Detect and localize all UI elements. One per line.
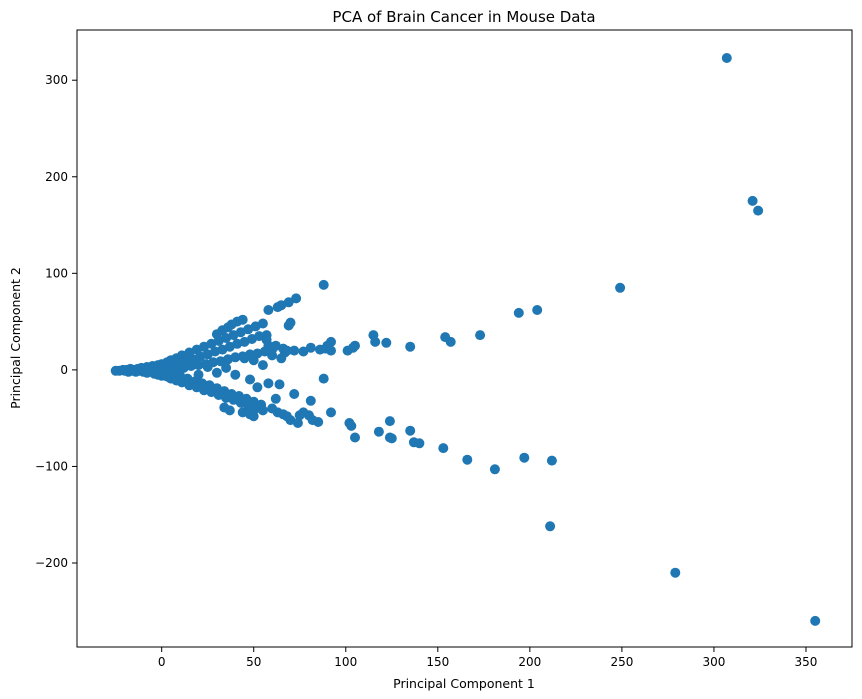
data-point bbox=[248, 355, 259, 366]
data-point bbox=[318, 279, 329, 290]
data-point bbox=[532, 305, 543, 315]
data-point bbox=[305, 395, 316, 406]
ticks-layer: 0 50 100 150 200 250 300 350 −200 −100 0 100 200 300 bbox=[35, 73, 817, 669]
data-point bbox=[175, 362, 186, 372]
y-tick-label: 200 bbox=[45, 170, 68, 184]
y-tick-label: 100 bbox=[45, 266, 68, 280]
data-point bbox=[270, 393, 281, 404]
points-layer bbox=[110, 53, 821, 626]
data-point bbox=[545, 521, 556, 532]
data-point bbox=[346, 420, 357, 431]
data-point bbox=[289, 389, 300, 399]
y-tick-label: −200 bbox=[35, 556, 68, 570]
data-point bbox=[438, 443, 449, 454]
data-point bbox=[254, 331, 265, 342]
data-point bbox=[384, 416, 395, 427]
data-point bbox=[272, 302, 283, 313]
x-tick-label: 100 bbox=[334, 655, 357, 669]
data-point bbox=[248, 411, 259, 422]
data-point bbox=[753, 205, 764, 216]
chart-title: PCA of Brain Cancer in Mouse Data bbox=[332, 8, 595, 26]
x-tick-label: 200 bbox=[518, 655, 541, 669]
data-point bbox=[292, 418, 303, 428]
data-point bbox=[462, 454, 473, 465]
x-axis-label: Principal Component 1 bbox=[393, 676, 535, 691]
data-point bbox=[263, 378, 274, 389]
data-point bbox=[414, 438, 425, 449]
data-point bbox=[281, 411, 292, 422]
data-point bbox=[368, 330, 379, 341]
y-axis-label: Principal Component 2 bbox=[8, 267, 23, 409]
data-point bbox=[342, 345, 353, 356]
y-tick-label: −100 bbox=[35, 459, 68, 473]
x-tick-label: 250 bbox=[610, 655, 633, 669]
data-point bbox=[193, 369, 204, 380]
data-point bbox=[283, 320, 294, 331]
data-point bbox=[230, 352, 241, 363]
data-point bbox=[298, 346, 309, 357]
data-point bbox=[546, 455, 557, 466]
data-point bbox=[475, 330, 486, 341]
data-point bbox=[298, 407, 309, 418]
data-point bbox=[670, 567, 681, 578]
x-tick-label: 0 bbox=[158, 655, 166, 669]
data-point bbox=[259, 346, 270, 357]
x-tick-label: 50 bbox=[246, 655, 261, 669]
data-point bbox=[440, 332, 451, 343]
data-point bbox=[373, 426, 384, 437]
data-point bbox=[291, 293, 302, 304]
data-point bbox=[381, 337, 392, 348]
x-tick-label: 150 bbox=[426, 655, 449, 669]
data-point bbox=[202, 362, 213, 372]
data-point bbox=[257, 318, 268, 329]
data-point bbox=[211, 367, 222, 378]
data-point bbox=[326, 345, 336, 356]
data-point bbox=[274, 379, 285, 390]
data-point bbox=[221, 362, 232, 373]
data-point bbox=[245, 374, 255, 385]
x-tick-label: 300 bbox=[702, 655, 725, 669]
data-point bbox=[519, 452, 530, 463]
data-point bbox=[230, 369, 241, 380]
data-point bbox=[615, 282, 626, 293]
data-point bbox=[350, 432, 360, 443]
data-point bbox=[513, 307, 524, 318]
data-point bbox=[263, 305, 274, 315]
data-point bbox=[276, 353, 287, 364]
data-point bbox=[307, 415, 318, 426]
x-tick-label: 350 bbox=[795, 655, 818, 669]
data-point bbox=[315, 344, 325, 355]
data-point bbox=[747, 195, 758, 206]
data-point bbox=[211, 329, 222, 340]
data-point bbox=[193, 360, 204, 371]
data-point bbox=[281, 345, 292, 356]
data-point bbox=[326, 407, 336, 418]
data-point bbox=[257, 405, 268, 416]
data-point bbox=[239, 353, 250, 364]
data-point bbox=[405, 341, 416, 352]
data-point bbox=[386, 433, 397, 444]
data-point bbox=[184, 358, 195, 369]
data-point bbox=[289, 345, 300, 356]
data-point bbox=[721, 53, 732, 63]
plot-frame bbox=[76, 29, 853, 648]
data-point bbox=[305, 342, 316, 353]
data-point bbox=[252, 382, 263, 393]
y-tick-label: 0 bbox=[60, 363, 68, 377]
data-point bbox=[219, 402, 230, 413]
data-point bbox=[257, 360, 268, 371]
data-point bbox=[405, 425, 416, 436]
data-point bbox=[318, 373, 329, 384]
data-point bbox=[810, 615, 821, 626]
data-point bbox=[489, 464, 500, 475]
y-tick-label: 300 bbox=[45, 73, 68, 87]
data-point bbox=[267, 350, 278, 361]
